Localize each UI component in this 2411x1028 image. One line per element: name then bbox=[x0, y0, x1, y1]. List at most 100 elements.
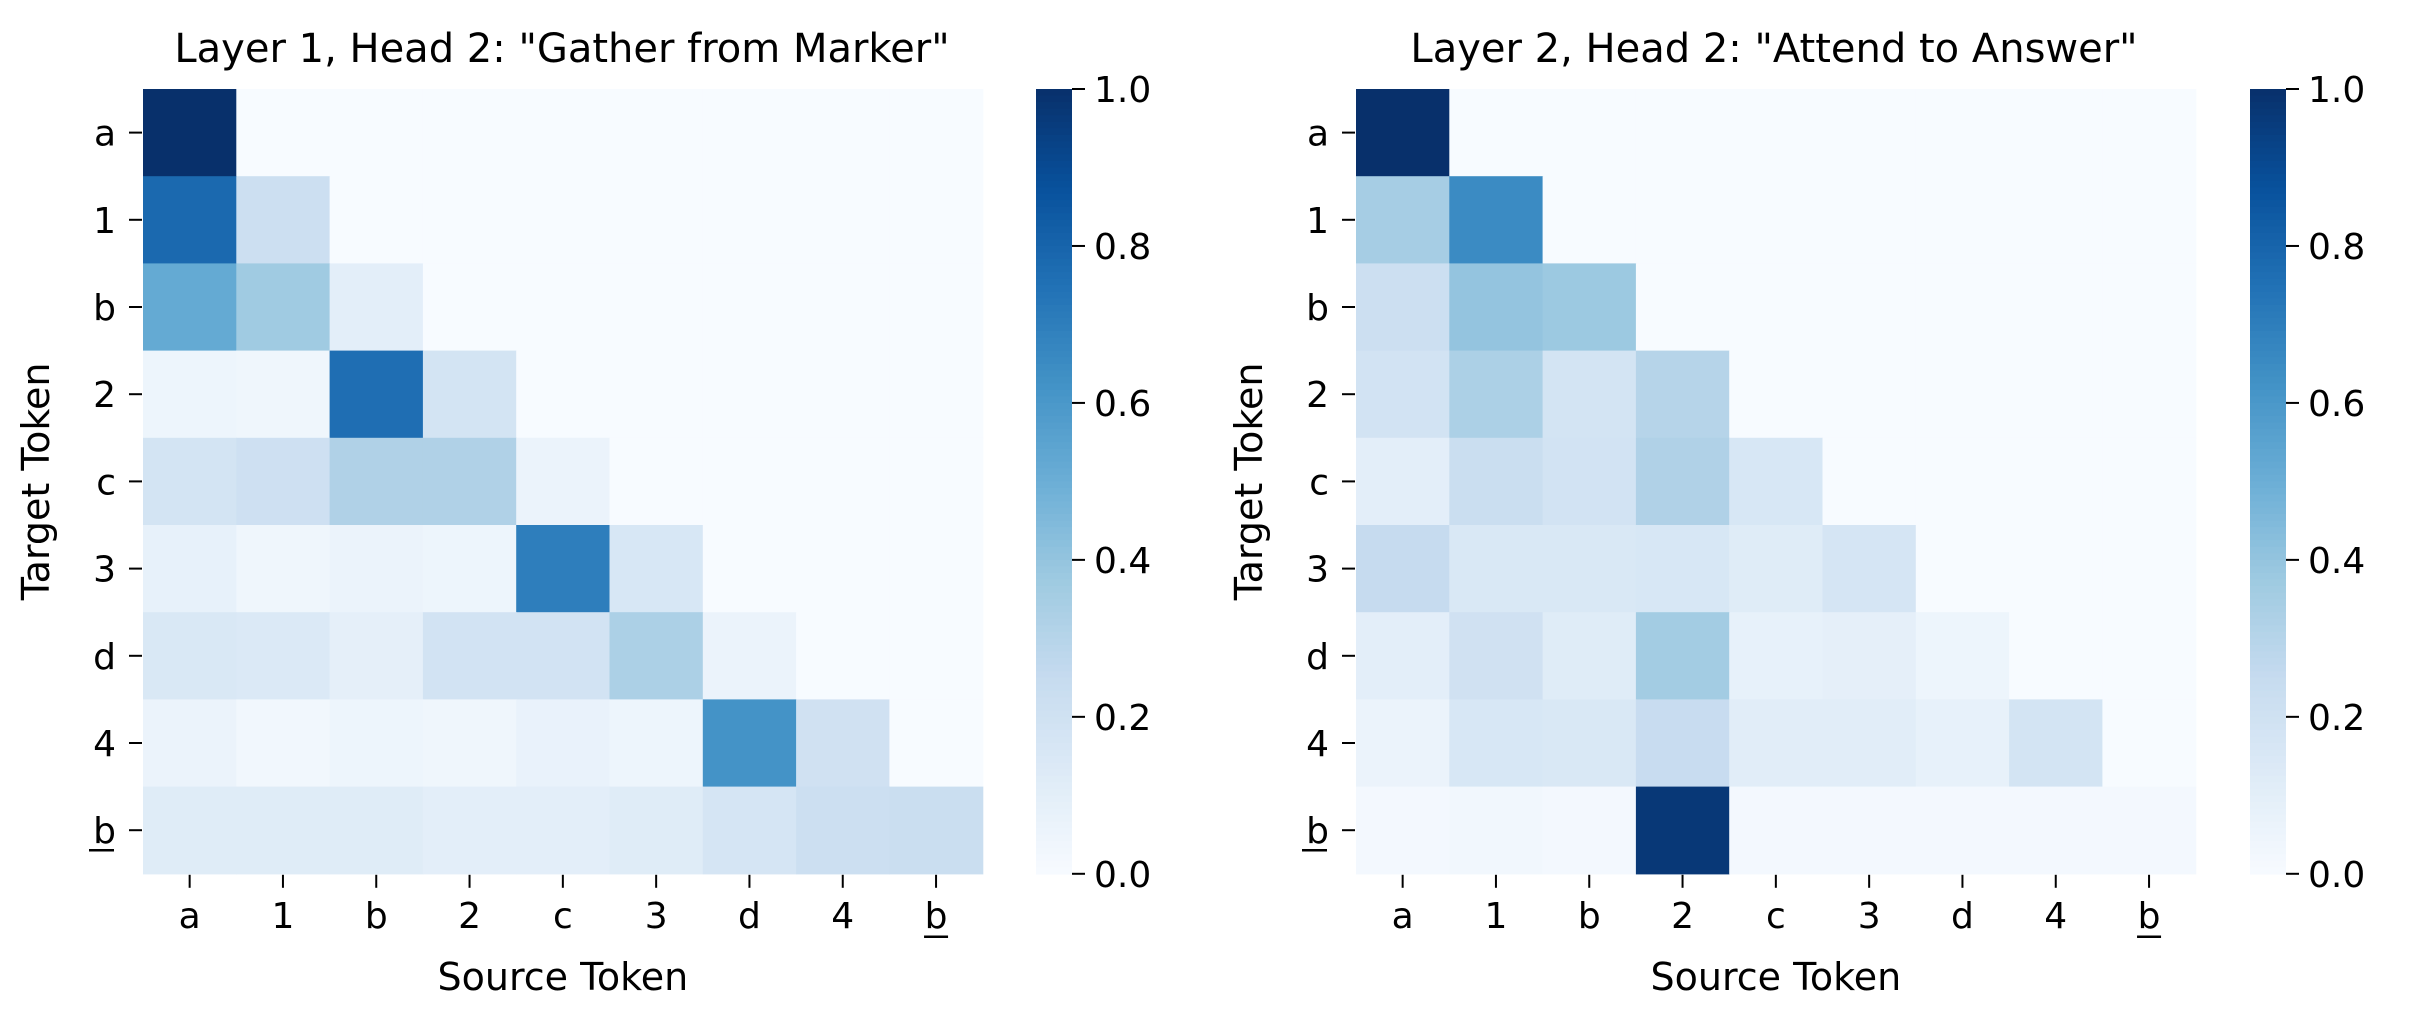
colorbar-segment bbox=[2250, 657, 2286, 666]
heatmap-cell-r2-c3 bbox=[329, 176, 424, 264]
colorbar-segment bbox=[2250, 402, 2286, 411]
colorbar-tick-label: 1.0 bbox=[2308, 70, 2365, 111]
y-tick-label: c bbox=[96, 462, 116, 503]
y-tick-label: 3 bbox=[1306, 550, 1329, 591]
colorbar-segment bbox=[1036, 291, 1072, 299]
heatmap-cell-r4-c1 bbox=[143, 350, 237, 439]
heatmap-cell-r2-c5 bbox=[1729, 176, 1824, 264]
y-tick-label: b bbox=[1306, 811, 1329, 852]
heatmap-cell-r9-c3 bbox=[1542, 786, 1637, 875]
colorbar-segment bbox=[2250, 703, 2286, 711]
colorbar-segment bbox=[2250, 128, 2286, 136]
colorbar-segment bbox=[2250, 285, 2286, 293]
x-tick-label: c bbox=[1766, 896, 1786, 937]
colorbar-segment bbox=[1036, 134, 1072, 143]
colorbar-segment bbox=[1036, 259, 1072, 267]
colorbar-segment bbox=[2250, 867, 2286, 875]
colorbar-segment bbox=[2250, 265, 2286, 273]
colorbar-segment bbox=[2250, 854, 2286, 862]
colorbar-segment bbox=[1036, 435, 1072, 443]
heatmap-cell-r6-c8 bbox=[2009, 525, 2103, 613]
heatmap-cell-r3-c5 bbox=[1729, 263, 1824, 352]
colorbar-segment bbox=[1036, 298, 1072, 306]
heatmap-cell-r9-c7 bbox=[1915, 786, 2010, 875]
colorbar-segment bbox=[1036, 108, 1072, 116]
colorbar-segment bbox=[1036, 278, 1072, 286]
colorbar-segment bbox=[2250, 716, 2286, 725]
heatmap-cell-r2-c4 bbox=[422, 176, 517, 264]
colorbar-segment bbox=[1036, 579, 1072, 587]
colorbar-segment bbox=[1036, 599, 1072, 607]
colorbar-segment bbox=[2250, 801, 2286, 810]
colorbar-segment bbox=[1036, 788, 1072, 797]
heatmap-cell-r8-c7 bbox=[1915, 699, 2010, 788]
colorbar-segment bbox=[1036, 219, 1072, 228]
heatmap-cell-r8-c4 bbox=[422, 699, 517, 788]
colorbar-segment bbox=[2250, 272, 2286, 280]
colorbar-segment bbox=[1036, 121, 1072, 129]
x-tick-label: b bbox=[1578, 896, 1601, 937]
heatmap-cell-r6-c7 bbox=[702, 525, 797, 613]
heatmap-cell-r8-c1 bbox=[143, 699, 237, 788]
colorbar-segment bbox=[1036, 710, 1072, 718]
y-tick-label: 3 bbox=[93, 550, 116, 591]
colorbar-segment bbox=[2250, 775, 2286, 783]
colorbar-segment bbox=[1036, 200, 1072, 208]
heatmap-cell-r2-c6 bbox=[609, 176, 704, 264]
colorbar-segment bbox=[1036, 95, 1072, 103]
heatmap-cell-r1-c8 bbox=[796, 89, 890, 177]
heatmap-cell-r3-c1 bbox=[1356, 263, 1450, 352]
colorbar-segment bbox=[1036, 546, 1072, 555]
colorbar-segment bbox=[2250, 311, 2286, 319]
colorbar-segment bbox=[1036, 828, 1072, 836]
colorbar-segment bbox=[2250, 213, 2286, 221]
heatmap-cell-r9-c4 bbox=[1635, 786, 1730, 875]
colorbar-segment bbox=[1036, 860, 1072, 868]
heatmap-cell-r3-c7 bbox=[1915, 263, 2010, 352]
heatmap-cell-r7-c9 bbox=[889, 612, 984, 700]
colorbar-segment bbox=[2250, 435, 2286, 443]
y-tick-label: b bbox=[1306, 288, 1329, 329]
colorbar-segment bbox=[2250, 193, 2286, 201]
colorbar-segment bbox=[1036, 697, 1072, 705]
colorbar-tick-label: 0.4 bbox=[1094, 541, 1151, 582]
colorbar-segment bbox=[2250, 134, 2286, 143]
colorbar-segment bbox=[1036, 514, 1072, 522]
colorbar-segment bbox=[1036, 867, 1072, 875]
colorbar-segment bbox=[1036, 304, 1072, 313]
colorbar-segment bbox=[1036, 102, 1072, 110]
heatmap-cell-r2-c2 bbox=[1449, 176, 1544, 264]
heatmap-cell-r4-c5 bbox=[516, 350, 611, 439]
y-axis-label: Target Token bbox=[1227, 363, 1271, 602]
colorbar-segment bbox=[2250, 89, 2286, 97]
colorbar-segment bbox=[2250, 376, 2286, 384]
colorbar-segment bbox=[1036, 370, 1072, 378]
colorbar-segment bbox=[1036, 461, 1072, 470]
colorbar-segment bbox=[2250, 821, 2286, 829]
colorbar-segment bbox=[2250, 121, 2286, 129]
colorbar-segment bbox=[2250, 304, 2286, 313]
heatmap-cell-r8-c9 bbox=[2102, 699, 2197, 788]
colorbar-segment bbox=[1036, 572, 1072, 581]
heatmap-panel-2: Layer 2, Head 2: "Attend to Answer" a 1 b 2 c… bbox=[1227, 26, 2365, 999]
heatmap-cell-r2-c2 bbox=[236, 176, 331, 264]
colorbar-segment bbox=[2250, 337, 2286, 345]
colorbar-segment bbox=[1036, 317, 1072, 326]
heatmap-cell-r1-c9 bbox=[2102, 89, 2197, 177]
heatmap-cell-r5-c8 bbox=[2009, 437, 2103, 526]
heatmap-cell-r7-c9 bbox=[2102, 612, 2197, 700]
colorbar-segment bbox=[2250, 795, 2286, 803]
heatmap-cell-r7-c4 bbox=[422, 612, 517, 700]
colorbar-segment bbox=[2250, 507, 2286, 515]
colorbar-segment bbox=[2250, 527, 2286, 535]
heatmap-cell-r6-c9 bbox=[2102, 525, 2197, 613]
colorbar-segment bbox=[2250, 501, 2286, 509]
heatmap-cell-r1-c4 bbox=[1635, 89, 1730, 177]
heatmap-cell-r8-c4 bbox=[1635, 699, 1730, 788]
colorbar-segment bbox=[2250, 644, 2286, 653]
colorbar-segment bbox=[1036, 180, 1072, 188]
colorbar-segment bbox=[1036, 147, 1072, 156]
colorbar-segment bbox=[1036, 154, 1072, 162]
heatmap-cell-r9-c2 bbox=[236, 786, 331, 875]
x-axis-label: Source Token bbox=[437, 955, 688, 999]
